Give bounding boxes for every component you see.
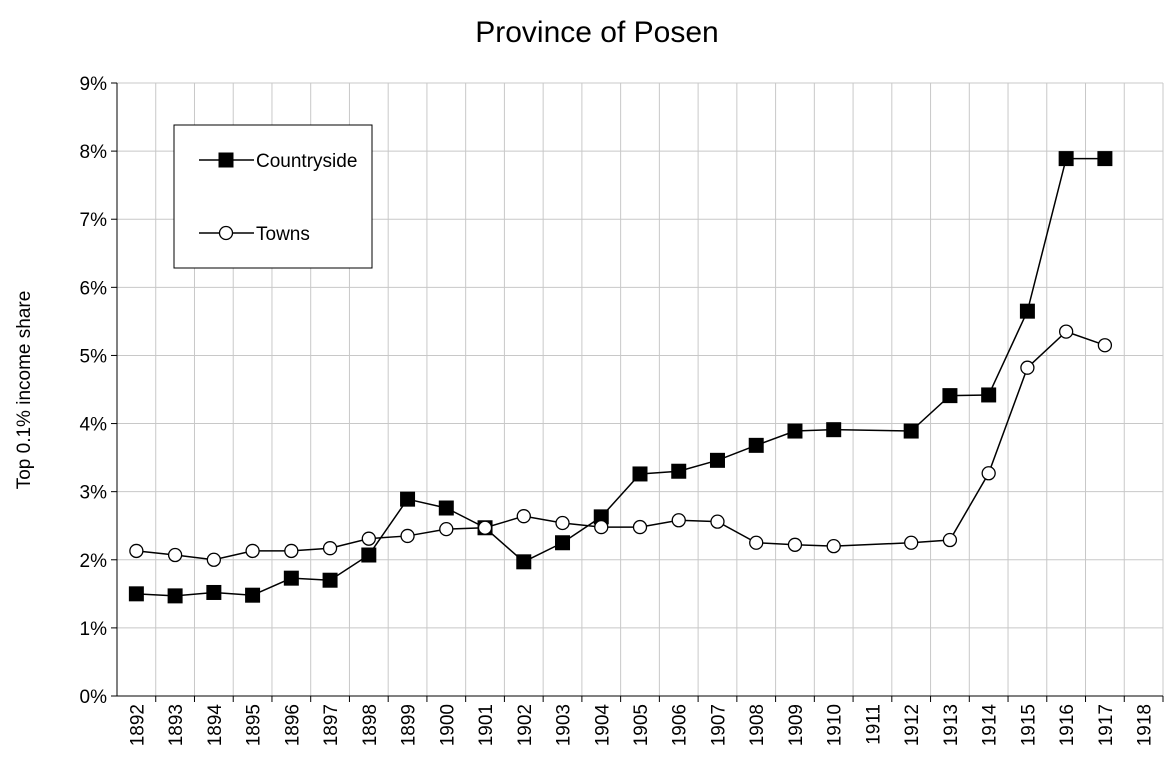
marker bbox=[826, 422, 842, 438]
marker bbox=[632, 519, 648, 535]
marker bbox=[206, 552, 222, 567]
y-tick-label: 0% bbox=[80, 687, 108, 708]
y-tick-label: 4% bbox=[80, 415, 108, 436]
marker bbox=[516, 509, 531, 524]
marker bbox=[826, 539, 841, 554]
x-tick-label: 1896 bbox=[282, 704, 303, 746]
y-tick-label: 2% bbox=[80, 551, 108, 572]
marker bbox=[1097, 151, 1113, 167]
x-tick-label: 1893 bbox=[166, 704, 187, 746]
legend-box bbox=[173, 124, 373, 269]
legend-label: Towns bbox=[256, 224, 310, 245]
y-tick-label: 1% bbox=[80, 619, 108, 640]
marker bbox=[709, 452, 725, 468]
x-tick-label: 1898 bbox=[360, 704, 381, 746]
y-tick-label: 3% bbox=[80, 483, 108, 504]
marker bbox=[128, 586, 144, 602]
marker bbox=[167, 547, 183, 563]
marker bbox=[787, 537, 803, 552]
marker bbox=[1058, 324, 1074, 339]
marker bbox=[477, 520, 493, 535]
marker bbox=[439, 521, 454, 537]
x-tick-label: 1908 bbox=[747, 704, 768, 746]
marker bbox=[245, 543, 260, 559]
x-tick-label: 1904 bbox=[592, 704, 613, 747]
marker bbox=[516, 554, 532, 570]
x-tick-label: 1901 bbox=[476, 704, 497, 746]
x-tick-label: 1899 bbox=[399, 704, 420, 746]
marker bbox=[981, 387, 997, 403]
y-axis-label: Top 0.1% income share bbox=[14, 291, 35, 490]
x-tick-label: 1918 bbox=[1135, 704, 1156, 746]
x-tick-label: 1915 bbox=[1018, 704, 1039, 746]
marker bbox=[283, 570, 299, 586]
x-tick-label: 1912 bbox=[902, 704, 923, 746]
marker bbox=[748, 437, 764, 453]
x-tick-label: 1917 bbox=[1096, 704, 1117, 746]
marker bbox=[981, 466, 996, 481]
marker bbox=[400, 491, 416, 507]
x-tick-label: 1911 bbox=[863, 704, 884, 745]
x-tick-label: 1902 bbox=[515, 704, 536, 746]
x-tick-label: 1903 bbox=[554, 704, 575, 746]
marker bbox=[671, 513, 686, 528]
marker bbox=[361, 531, 376, 546]
marker bbox=[1020, 360, 1035, 375]
marker bbox=[438, 500, 454, 516]
y-tick-label: 9% bbox=[80, 74, 108, 95]
x-tick-label: 1894 bbox=[205, 704, 226, 747]
marker bbox=[245, 587, 261, 603]
marker bbox=[322, 572, 338, 588]
marker bbox=[322, 541, 338, 556]
marker bbox=[632, 466, 648, 482]
y-tick-label: 7% bbox=[80, 210, 108, 231]
marker bbox=[710, 514, 725, 529]
x-tick-label: 1914 bbox=[980, 704, 1001, 747]
x-tick-label: 1910 bbox=[825, 704, 846, 746]
x-tick-label: 1906 bbox=[670, 704, 691, 746]
marker bbox=[555, 535, 571, 551]
marker bbox=[904, 535, 919, 550]
x-tick-label: 1916 bbox=[1057, 704, 1078, 746]
y-tick-label: 8% bbox=[80, 142, 108, 163]
marker bbox=[942, 388, 958, 404]
marker bbox=[400, 528, 415, 544]
x-tick-label: 1913 bbox=[941, 704, 962, 746]
marker bbox=[1097, 338, 1113, 353]
marker bbox=[284, 543, 299, 559]
marker bbox=[1058, 151, 1074, 167]
marker bbox=[787, 423, 803, 439]
marker bbox=[361, 547, 377, 563]
marker bbox=[206, 584, 222, 600]
marker bbox=[555, 515, 570, 531]
marker bbox=[594, 519, 609, 535]
legend-label: Countryside bbox=[256, 151, 357, 172]
marker bbox=[671, 463, 687, 479]
marker bbox=[1019, 303, 1035, 319]
marker bbox=[129, 543, 144, 559]
chart-title: Province of Posen bbox=[475, 16, 718, 49]
marker bbox=[903, 423, 919, 439]
marker bbox=[749, 535, 764, 550]
marker bbox=[942, 532, 958, 548]
y-tick-label: 6% bbox=[80, 278, 108, 299]
x-tick-label: 1897 bbox=[321, 704, 342, 746]
marker bbox=[218, 152, 234, 168]
x-tick-label: 1907 bbox=[708, 704, 729, 746]
x-tick-label: 1892 bbox=[127, 704, 148, 746]
marker bbox=[218, 225, 234, 241]
x-tick-label: 1900 bbox=[437, 704, 458, 746]
x-tick-label: 1905 bbox=[631, 704, 652, 746]
marker bbox=[167, 588, 183, 604]
y-tick-label: 5% bbox=[80, 346, 108, 367]
x-tick-label: 1909 bbox=[786, 704, 807, 746]
x-tick-label: 1895 bbox=[244, 704, 265, 746]
